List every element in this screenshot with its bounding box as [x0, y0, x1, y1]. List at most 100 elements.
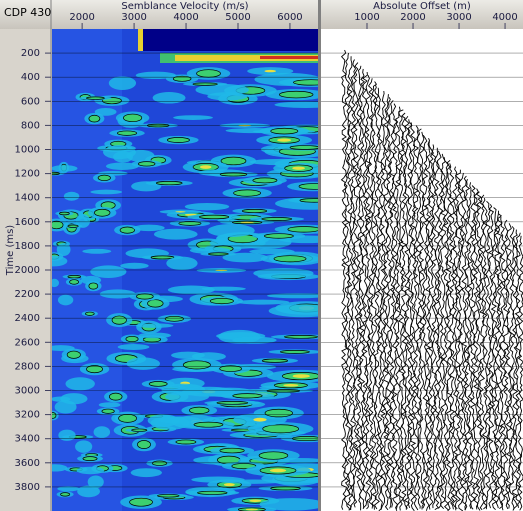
- semblance-blob: [199, 214, 230, 220]
- semblance-blob: [263, 233, 294, 239]
- semblance-blob: [52, 165, 78, 172]
- seismic-trace: [418, 131, 425, 510]
- semblance-blob: [266, 389, 300, 393]
- semblance-blob: [94, 107, 117, 116]
- semblance-blob: [245, 508, 258, 511]
- seismic-trace: [358, 68, 366, 509]
- seismic-trace: [478, 194, 486, 511]
- semblance-blob: [166, 137, 190, 143]
- seismic-trace: [430, 144, 438, 509]
- seismic-trace: [508, 226, 516, 511]
- semblance-blob: [249, 248, 295, 255]
- semblance-blob: [273, 255, 307, 263]
- seismic-trace: [355, 65, 363, 511]
- semblance-blob: [125, 335, 139, 343]
- semblance-blob: [197, 490, 228, 495]
- semblance-blob: [283, 384, 299, 387]
- y-tick-label: 2200: [15, 289, 40, 300]
- panel-title: Absolute Offset (m): [373, 1, 471, 12]
- semblance-blob: [220, 156, 247, 166]
- semblance-blob: [199, 165, 212, 169]
- semblance-blob: [86, 365, 103, 374]
- semblance-blob: [93, 426, 111, 438]
- semblance-blob: [116, 130, 138, 136]
- seismic-trace: [442, 157, 450, 511]
- semblance-blob: [231, 463, 257, 470]
- semblance-blob: [236, 299, 290, 305]
- semblance-blob: [52, 396, 71, 402]
- seismic-trace: [394, 106, 401, 509]
- seismic-trace: [505, 223, 513, 509]
- seismic-trace: [415, 128, 423, 509]
- semblance-blob: [158, 416, 201, 424]
- y-tick-label: 1400: [15, 193, 40, 204]
- y-tick-label: 1800: [15, 241, 40, 252]
- semblance-blob: [164, 315, 184, 322]
- semblance-blob: [232, 393, 263, 399]
- semblance-blob: [69, 279, 79, 285]
- semblance-blob: [284, 335, 318, 339]
- seismic-trace: [373, 84, 381, 510]
- semblance-blob: [75, 440, 93, 453]
- semblance-blob: [268, 304, 318, 318]
- semblance-blob: [173, 115, 213, 120]
- seismic-trace: [346, 56, 354, 511]
- semblance-blob: [135, 71, 177, 80]
- y-tick-label: 1200: [15, 169, 40, 180]
- x-tick-label: 6000: [277, 12, 302, 23]
- semblance-blob: [75, 213, 91, 228]
- semblance-blob: [232, 336, 277, 344]
- semblance-blob: [182, 360, 211, 370]
- semblance-blob: [261, 358, 288, 363]
- semblance-blob: [129, 497, 153, 507]
- semblance-blob: [189, 406, 210, 414]
- semblance-blob: [193, 421, 224, 428]
- seismic-trace: [424, 138, 432, 511]
- semblance-blob: [253, 417, 267, 422]
- seismic-trace: [469, 185, 477, 510]
- semblance-blob: [147, 299, 164, 308]
- cdp-label: CDP 430: [4, 6, 51, 19]
- semblance-blob: [299, 198, 318, 203]
- semblance-blob: [166, 256, 198, 271]
- semblance-blob: [57, 294, 74, 306]
- semblance-blob: [252, 177, 278, 184]
- semblance-blob: [88, 282, 99, 290]
- semblance-blob: [175, 439, 197, 445]
- semblance-blob: [86, 96, 105, 100]
- semblance-blob: [126, 357, 160, 370]
- y-tick-label: 2400: [15, 313, 40, 324]
- semblance-blob: [52, 464, 68, 472]
- semblance-blob: [165, 391, 209, 403]
- semblance-blob: [269, 468, 287, 473]
- seismic-trace: [475, 191, 483, 511]
- semblance-blob: [280, 350, 310, 354]
- semblance-blob: [88, 114, 101, 123]
- semblance-blob: [136, 293, 154, 300]
- semblance-blob: [148, 381, 168, 387]
- x-tick-label: 4000: [173, 12, 198, 23]
- semblance-blob: [52, 220, 64, 230]
- semblance-blob: [152, 92, 186, 104]
- semblance-blob: [90, 189, 123, 195]
- semblance-blob: [259, 498, 318, 511]
- semblance-blob: [138, 161, 156, 167]
- seismic-trace: [433, 147, 440, 510]
- x-tick-label: 4000: [492, 12, 517, 23]
- semblance-blob: [135, 323, 174, 328]
- y-tick-label: 1600: [15, 217, 40, 228]
- seismic-trace: [464, 179, 471, 511]
- semblance-blob: [292, 166, 305, 170]
- seismic-trace: [409, 122, 417, 511]
- y-tick-label: 3000: [15, 386, 40, 397]
- x-tick-label: 1000: [354, 12, 379, 23]
- semblance-blob: [150, 255, 175, 260]
- time-axis-strip: [0, 29, 51, 511]
- seismic-trace: [352, 62, 360, 508]
- semblance-blob: [118, 413, 137, 423]
- semblance-blob: [120, 262, 149, 269]
- seismic-trace: [367, 78, 374, 509]
- semblance-blob: [66, 350, 81, 359]
- semblance-blob: [270, 486, 301, 491]
- semblance-blob: [76, 466, 105, 475]
